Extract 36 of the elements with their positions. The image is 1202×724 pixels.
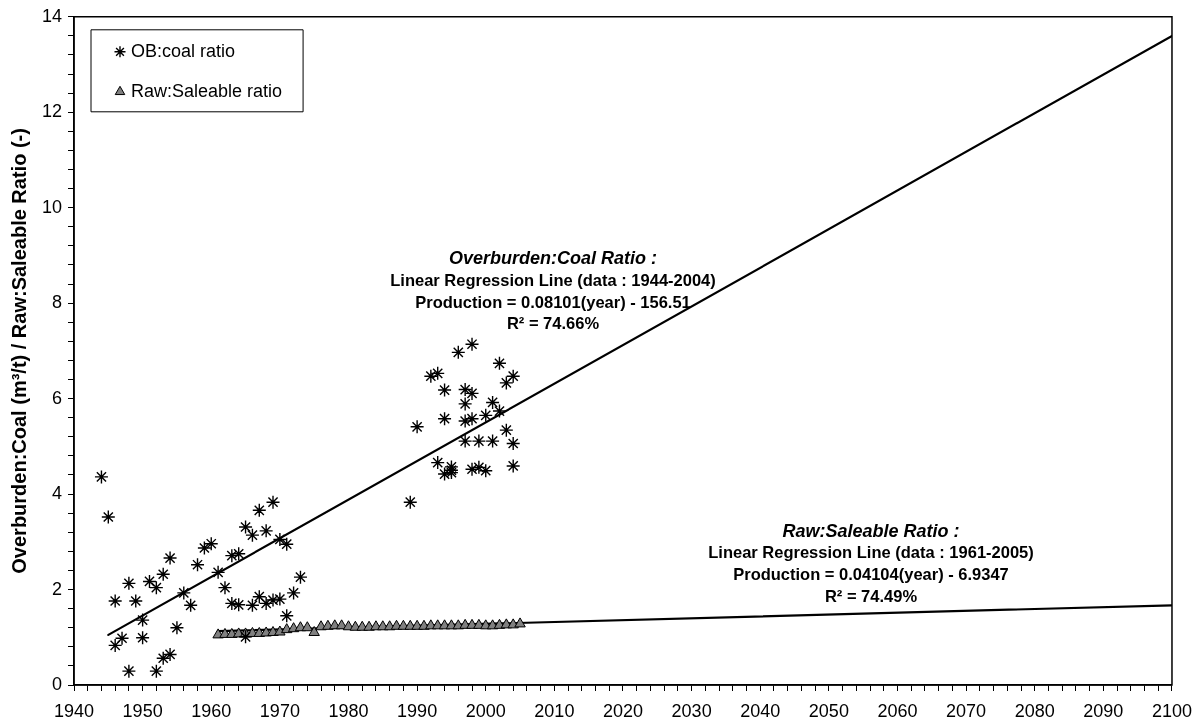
y-axis-title: Overburden:Coal (m³/t) / Raw:Saleable Ratio (-) bbox=[7, 128, 30, 574]
annotation: Overburden:Coal Ratio : bbox=[448, 247, 658, 268]
x-tick-label: 1950 bbox=[122, 700, 163, 721]
annotation: Production = 0.08101(year) - 156.51 bbox=[415, 292, 691, 311]
y-tick-label: 4 bbox=[51, 483, 62, 504]
x-tick-label: 1980 bbox=[328, 700, 369, 721]
annotation: Raw:Saleable Ratio : bbox=[782, 520, 960, 541]
x-tick-label: 2090 bbox=[1083, 700, 1124, 721]
x-tick-label: 2040 bbox=[740, 700, 781, 721]
x-tick-label: 2020 bbox=[602, 700, 644, 721]
x-tick-label: 2080 bbox=[1014, 700, 1055, 721]
annotation: Linear Regression Line (data : 1961-2005) bbox=[708, 542, 1034, 561]
x-tick-label: 1990 bbox=[397, 700, 438, 721]
y-tick-label: 14 bbox=[41, 5, 62, 26]
x-tick-label: 2100 bbox=[1151, 700, 1192, 721]
y-tick-label: 6 bbox=[51, 387, 62, 408]
x-tick-label: 2030 bbox=[671, 700, 712, 721]
x-tick-label: 1970 bbox=[259, 700, 300, 721]
legend-label: Raw:Saleable ratio bbox=[131, 80, 283, 101]
y-tick-label: 2 bbox=[51, 578, 62, 599]
annotation: Linear Regression Line (data : 1944-2004) bbox=[390, 270, 716, 289]
x-tick-label: 2050 bbox=[808, 700, 849, 721]
y-tick-label: 12 bbox=[41, 101, 62, 122]
x-tick-label: 2010 bbox=[534, 700, 575, 721]
y-tick-label: 10 bbox=[41, 196, 62, 217]
annotation: R² = 74.66% bbox=[506, 313, 600, 332]
legend-label: OB:coal ratio bbox=[131, 40, 236, 61]
y-tick-label: 0 bbox=[51, 673, 62, 694]
y-tick-label: 8 bbox=[51, 292, 62, 313]
annotation: R² = 74.49% bbox=[824, 586, 918, 605]
annotation: Production = 0.04104(year) - 6.9347 bbox=[733, 564, 1009, 583]
x-tick-label: 1960 bbox=[191, 700, 232, 721]
x-tick-label: 1940 bbox=[53, 700, 95, 721]
x-tick-label: 2070 bbox=[946, 700, 987, 721]
x-tick-label: 2000 bbox=[465, 700, 506, 721]
x-tick-label: 2060 bbox=[877, 700, 918, 721]
